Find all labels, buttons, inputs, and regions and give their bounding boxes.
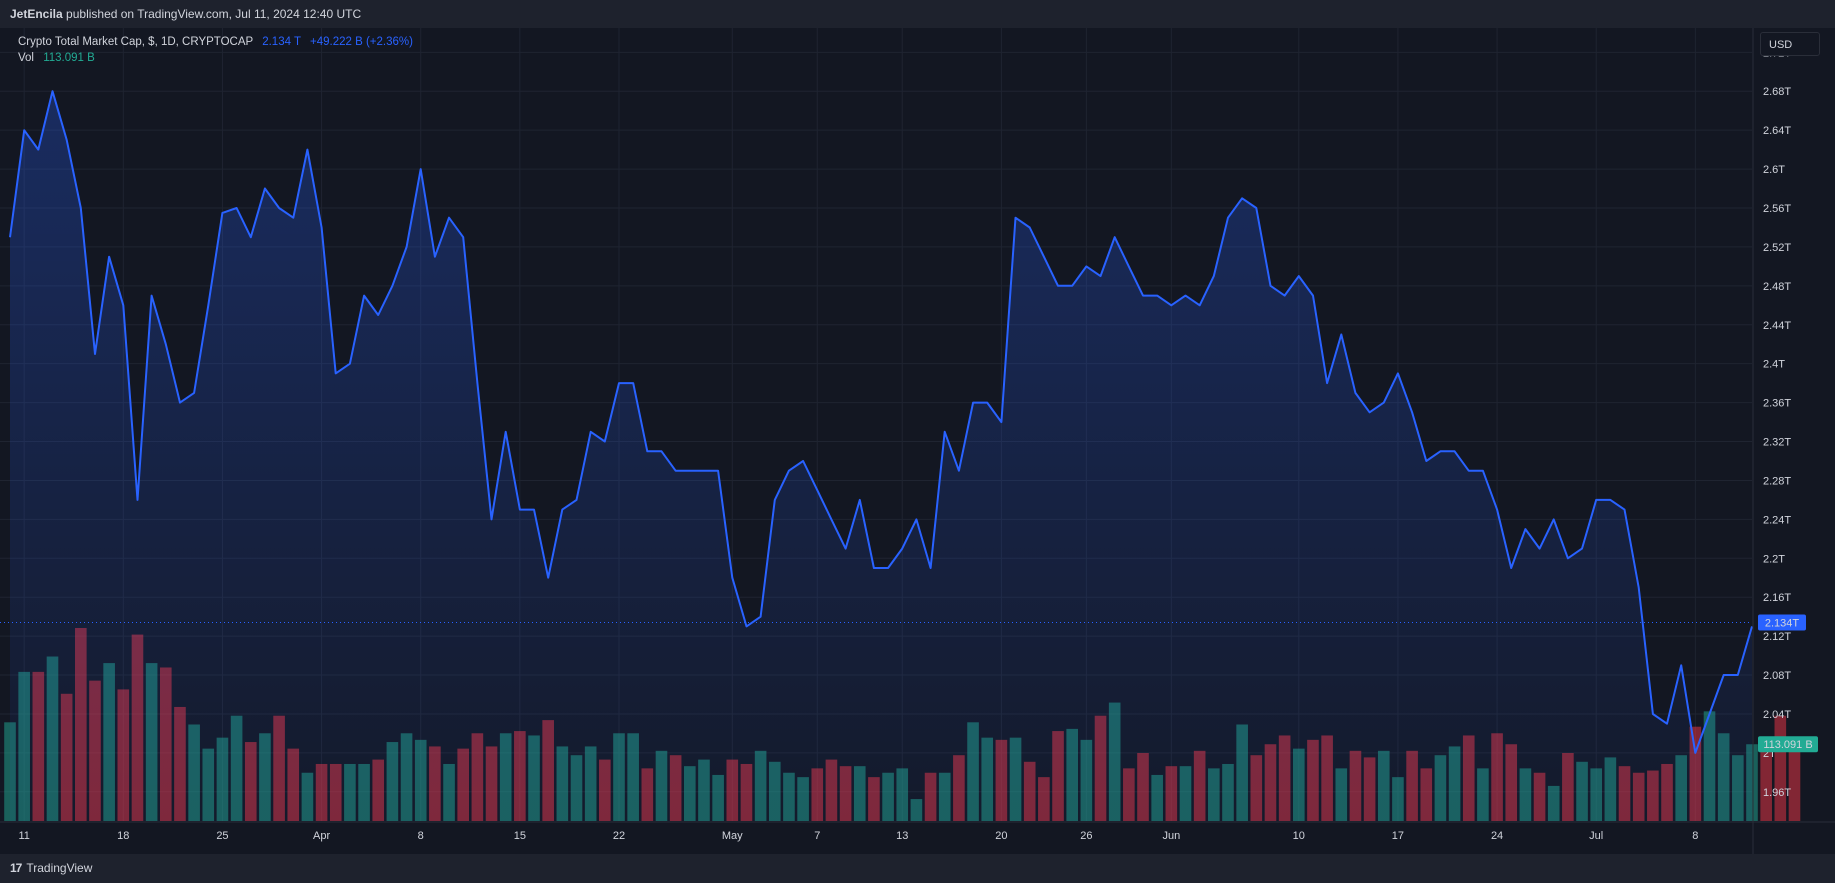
volume-bar (1774, 715, 1787, 821)
x-tick-label: 8 (418, 830, 424, 842)
x-tick-label: 25 (216, 830, 228, 842)
currency-button[interactable]: USD (1760, 32, 1820, 56)
footer-bar: 17 TradingView (0, 854, 1835, 883)
last-price-badge (1758, 614, 1806, 631)
y-tick-label: 2.16T (1763, 592, 1791, 604)
x-tick-label: 26 (1080, 830, 1092, 842)
price-line[interactable] (9, 90, 1753, 754)
price-area-fill (10, 91, 1752, 821)
x-tick-label: 7 (814, 830, 820, 842)
x-tick-label: 13 (896, 830, 908, 842)
last-volume-label: 113.091 B (1763, 739, 1812, 751)
y-tick-label: 2.52T (1763, 242, 1791, 254)
symbol-description: Crypto Total Market Cap, $, 1D, CRYPTOCA… (18, 36, 253, 48)
x-tick-label: 20 (995, 830, 1007, 842)
y-tick-label: 2.48T (1763, 281, 1791, 293)
x-tick-label: Jun (1162, 830, 1180, 842)
author-name[interactable]: JetEncila (10, 7, 63, 21)
y-tick-label: 2.4T (1763, 359, 1785, 371)
chart-area[interactable]: 1.96T 2T 2.04T 2.08T 2.12T 2.16T 2.2T 2.24T 2.28… (0, 28, 1835, 854)
brand-name[interactable]: TradingView (26, 861, 93, 875)
y-tick-label: 2.68T (1763, 86, 1791, 98)
y-tick-label: 2.64T (1763, 125, 1791, 137)
x-tick-label: 15 (514, 830, 526, 842)
last-volume-badge (1758, 736, 1818, 753)
y-tick-label: 1.96T (1763, 787, 1791, 799)
x-tick-label: May (722, 830, 743, 842)
y-tick-label: 2.08T (1763, 670, 1791, 682)
x-tick-label: 11 (18, 830, 29, 842)
x-tick-label: 18 (117, 830, 129, 842)
symbol-legend-row[interactable]: Crypto Total Market Cap, $, 1D, CRYPTOCA… (18, 34, 413, 50)
last-price-label: 2.134T (1765, 618, 1800, 630)
x-tick-label: 10 (1293, 830, 1305, 842)
x-tick-label: Jul (1589, 830, 1603, 842)
last-value: 2.134 T (262, 36, 301, 48)
y-tick-label: 2.36T (1763, 398, 1791, 410)
chart-legend: Crypto Total Market Cap, $, 1D, CRYPTOCA… (18, 34, 413, 66)
volume-value: 113.091 B (43, 52, 95, 64)
change-value: +49.222 B (+2.36%) (310, 36, 413, 48)
x-tick-label: 24 (1491, 830, 1503, 842)
y-tick-label: 2.56T (1763, 203, 1791, 215)
y-tick-label: 2.2T (1763, 553, 1785, 565)
y-tick-label: 2.28T (1763, 475, 1791, 487)
x-tick-label: 22 (613, 830, 625, 842)
price-chart-svg[interactable]: 1.96T2T2.04T2.08T2.12T2.16T2.2T2.24T2.28… (0, 28, 1835, 854)
publish-info-bar: JetEncila published on TradingView.com, … (0, 0, 1835, 28)
y-tick-label: 2.44T (1763, 320, 1791, 332)
y-tick-label: 2.04T (1763, 709, 1791, 721)
y-tick-label: 2.32T (1763, 437, 1791, 449)
y-tick-label: 2.12T (1763, 631, 1791, 643)
tradingview-logo-icon[interactable]: 17 (10, 861, 22, 875)
y-tick-label: 2.24T (1763, 514, 1791, 526)
x-tick-label: Apr (313, 830, 330, 842)
x-tick-label: 8 (1692, 830, 1698, 842)
volume-bar (1788, 737, 1801, 821)
x-tick-label: 17 (1392, 830, 1404, 842)
volume-bar (1760, 742, 1772, 821)
price-area (9, 90, 1753, 821)
axes: 1.96T2T2.04T2.08T2.12T2.16T2.2T2.24T2.28… (0, 28, 1835, 854)
y-tick-label: 2.6T (1763, 164, 1785, 176)
volume-label: Vol (18, 52, 34, 64)
volume-legend-row[interactable]: Vol 113.091 B (18, 50, 413, 66)
publish-text: published on TradingView.com, Jul 11, 20… (66, 7, 362, 21)
